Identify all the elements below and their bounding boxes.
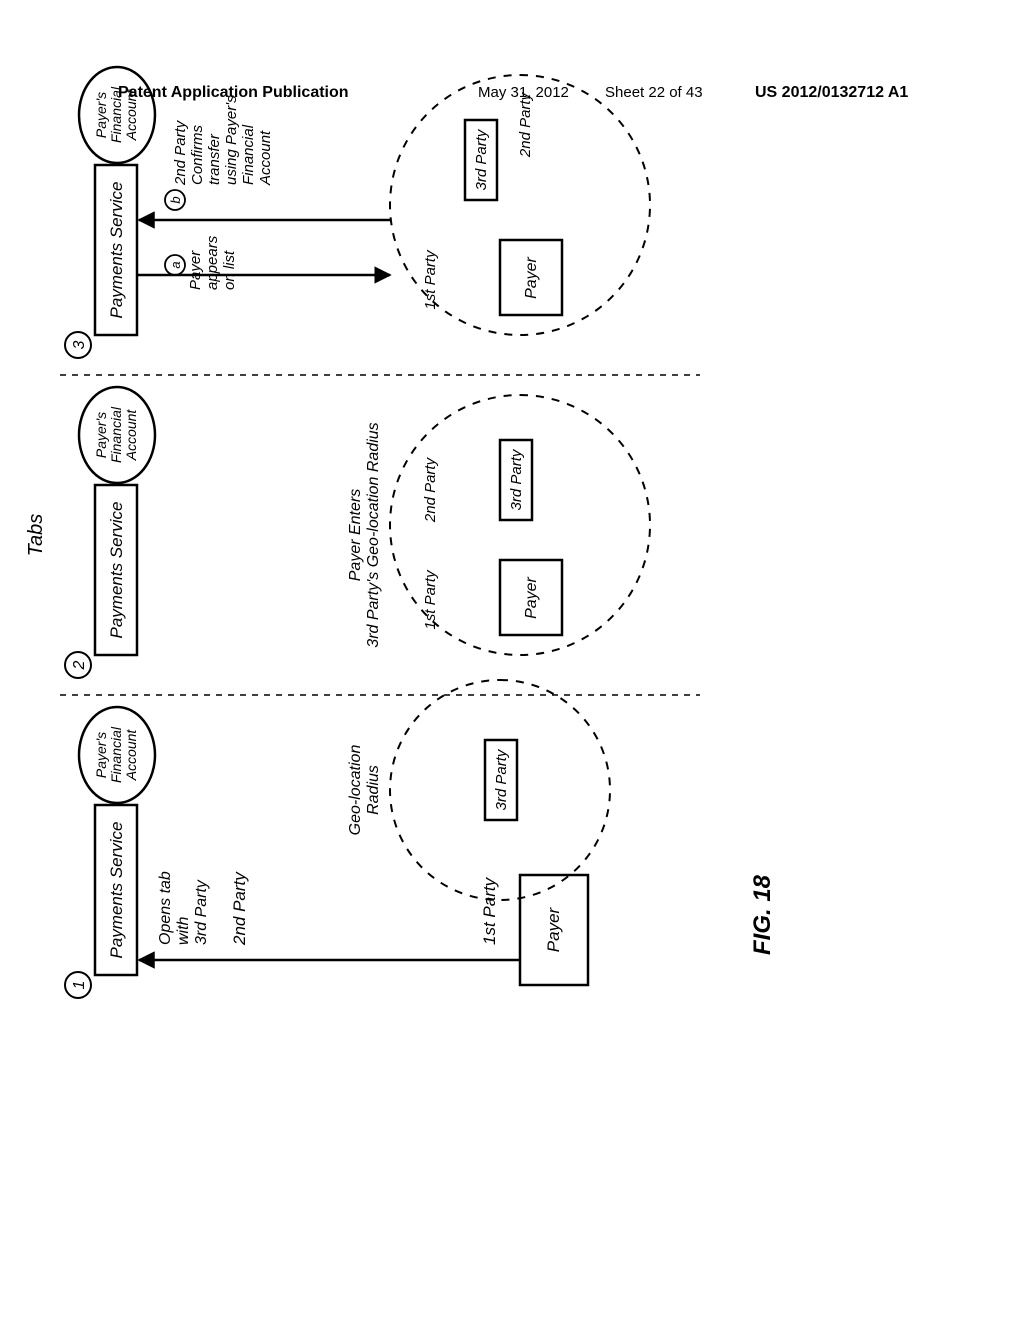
figure-label: FIG. 18 — [749, 874, 776, 955]
opentab-line2: with — [175, 916, 192, 945]
pfa-3-line1: Payer's — [93, 92, 109, 138]
payments-service-label-1: Payments Service — [107, 822, 126, 959]
geo-label-1-b: Radius — [365, 765, 382, 815]
first-party-2: 1st Party — [422, 569, 439, 630]
panel-1: 1 Payments Service Payer's Financial Acc… — [65, 680, 610, 998]
geo-label-2-a: Payer Enters — [347, 489, 364, 581]
la-2: appears — [204, 235, 221, 290]
first-party-3: 1st Party — [422, 249, 439, 310]
panel-num-1: 1 — [71, 981, 88, 990]
diagram-svg: Tabs 1 Payments Service Payer's Financia… — [20, 55, 820, 1015]
pfa-1-line1: Payer's — [93, 732, 109, 778]
lb-3: transfer — [206, 133, 223, 185]
panel-3: 3 Payments Service Payer's Financial Acc… — [65, 67, 650, 358]
payer-label-3: Payer — [523, 256, 540, 298]
lb-6: Account — [257, 130, 274, 186]
pfa-1-line2: Financial — [108, 726, 124, 783]
lb-4: using Payer's — [223, 95, 240, 185]
first-party-1: 1st Party — [480, 876, 499, 945]
opentab-line3: 3rd Party — [193, 879, 210, 945]
badge-a-text: a — [168, 261, 183, 268]
geo-label-1-a: Geo-location — [347, 745, 364, 836]
pfa-3-line3: Account — [123, 89, 139, 142]
pfa-1-line3: Account — [123, 729, 139, 782]
la-1: Payer — [187, 250, 204, 290]
second-party-3: 2nd Party — [517, 91, 534, 158]
third-party-label-3: 3rd Party — [473, 128, 490, 190]
diagram-title: Tabs — [25, 514, 47, 557]
panel-2: 2 Payments Service Payer's Financial Acc… — [65, 387, 650, 678]
lb-5: Financial — [240, 124, 257, 185]
payments-service-label-3: Payments Service — [107, 182, 126, 319]
payments-service-label-2: Payments Service — [107, 502, 126, 639]
opentab-line1: Opens tab — [157, 871, 174, 945]
page: Patent Application Publication May 31, 2… — [0, 0, 1024, 1320]
geo-label-2-b: 3rd Party's Geo-location Radius — [365, 422, 382, 647]
second-party-1: 2nd Party — [230, 871, 249, 946]
pfa-2-line2: Financial — [108, 406, 124, 463]
panel-num-2: 2 — [71, 660, 88, 670]
payer-label-2: Payer — [523, 576, 540, 618]
lb-1: 2nd Party — [172, 119, 189, 186]
third-party-label-1: 3rd Party — [493, 748, 510, 810]
third-party-label-2: 3rd Party — [508, 448, 525, 510]
lb-2: Confirms — [189, 124, 206, 185]
pfa-3-line2: Financial — [108, 86, 124, 143]
payer-label-1: Payer — [544, 906, 563, 952]
pfa-2-line1: Payer's — [93, 412, 109, 458]
la-3: on list — [221, 250, 238, 290]
diagram-container: Tabs 1 Payments Service Payer's Financia… — [20, 215, 980, 1015]
pfa-2-line3: Account — [123, 409, 139, 462]
panel-num-3: 3 — [71, 340, 88, 349]
badge-b-text: b — [168, 196, 183, 203]
second-party-2: 2nd Party — [422, 456, 439, 523]
